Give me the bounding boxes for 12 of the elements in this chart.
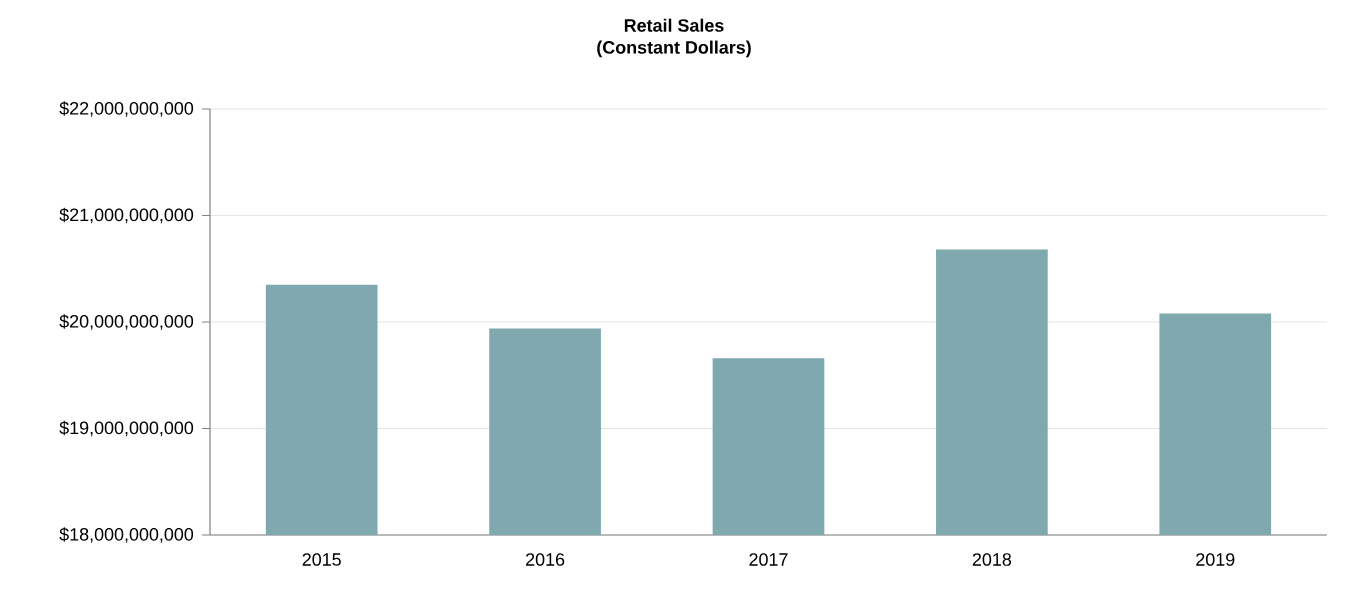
chart-title: Retail Sales	[624, 18, 724, 32]
y-tick-label: $18,000,000,000	[59, 527, 194, 543]
y-tick-label: $19,000,000,000	[59, 420, 194, 437]
x-tick-label: 2015	[302, 553, 341, 566]
x-tick-label: 2018	[972, 553, 1012, 566]
y-tick-label: $20,000,000,000	[59, 314, 194, 330]
x-tick-label: 2019	[1196, 553, 1235, 566]
y-tick-label: $21,000,000,000	[59, 207, 194, 224]
y-tick-label: $22,000,000,000	[59, 101, 194, 117]
x-tick-label: 2017	[749, 553, 788, 566]
chart-subtitle: (Constant Dollars)	[597, 40, 751, 58]
x-tick-label: 2016	[526, 553, 565, 566]
